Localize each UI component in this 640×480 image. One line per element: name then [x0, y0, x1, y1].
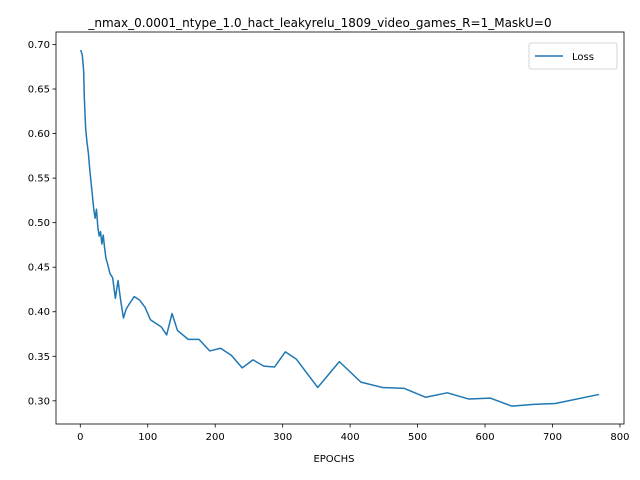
y-tick-label: 0.70 [28, 40, 50, 51]
x-tick-label: 600 [475, 432, 494, 443]
y-tick-label: 0.30 [28, 396, 50, 407]
x-tick-label: 100 [138, 432, 157, 443]
x-tick-label: 0 [77, 432, 83, 443]
legend: Loss [528, 42, 618, 70]
legend-box [528, 42, 618, 70]
y-tick-label: 0.40 [28, 307, 50, 318]
x-tick-label: 500 [408, 432, 427, 443]
plot-area: 0 100 200 300 400 500 600 700 800 0.30 0.35 0.40 0.4… [28, 31, 629, 443]
x-tick-label: 200 [206, 432, 225, 443]
series-line-loss [80, 49, 600, 407]
y-tick-label: 0.45 [28, 263, 50, 274]
x-tick-label: 800 [610, 432, 629, 443]
y-tick-label: 0.55 [28, 174, 50, 185]
y-tick-label: 0.50 [28, 218, 50, 229]
chart-title: _nmax_0.0001_ntype_1.0_hact_leakyrelu_18… [87, 16, 551, 30]
x-tick-label: 700 [543, 432, 562, 443]
x-tick-label: 400 [341, 432, 360, 443]
axes-frame [55, 31, 625, 425]
legend-label: Loss [572, 52, 594, 63]
x-tick-label: 300 [273, 432, 292, 443]
x-axis-label: EPOCHS [313, 454, 354, 465]
y-tick-label: 0.65 [28, 85, 50, 96]
y-tick-label: 0.35 [28, 352, 50, 363]
y-tick-label: 0.60 [28, 129, 50, 140]
